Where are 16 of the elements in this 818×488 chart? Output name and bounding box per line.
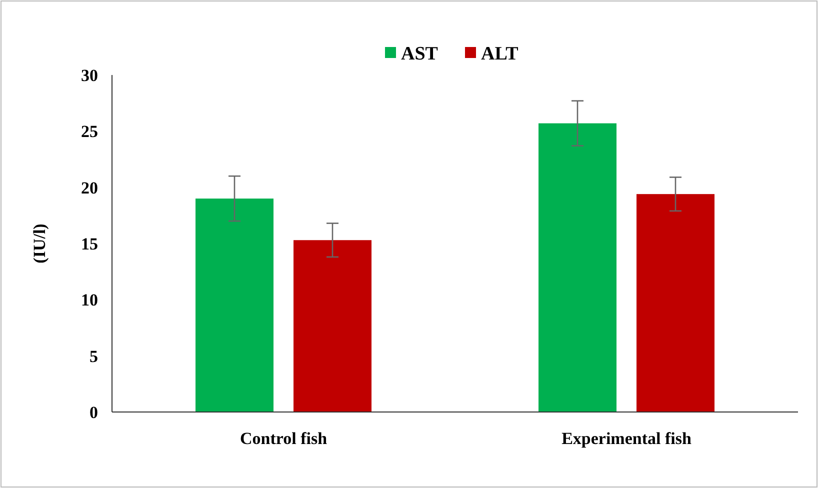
y-axis-title: (IU/l) — [30, 224, 49, 264]
bar — [538, 123, 616, 412]
x-tick-label: Experimental fish — [562, 429, 692, 448]
y-tick-label: 10 — [81, 290, 98, 310]
y-tick-label: 5 — [90, 346, 98, 366]
bar — [636, 194, 714, 412]
legend-label: AST — [401, 44, 438, 65]
y-tick-label: 20 — [81, 178, 98, 198]
legend-label: ALT — [481, 44, 519, 65]
x-tick-label: Control fish — [240, 429, 328, 448]
y-tick-label: 0 — [90, 402, 98, 422]
y-tick-label: 25 — [81, 122, 98, 142]
y-tick-label: 30 — [81, 66, 98, 85]
bar — [196, 198, 274, 412]
y-tick-label: 15 — [81, 234, 98, 254]
bar — [294, 240, 372, 412]
